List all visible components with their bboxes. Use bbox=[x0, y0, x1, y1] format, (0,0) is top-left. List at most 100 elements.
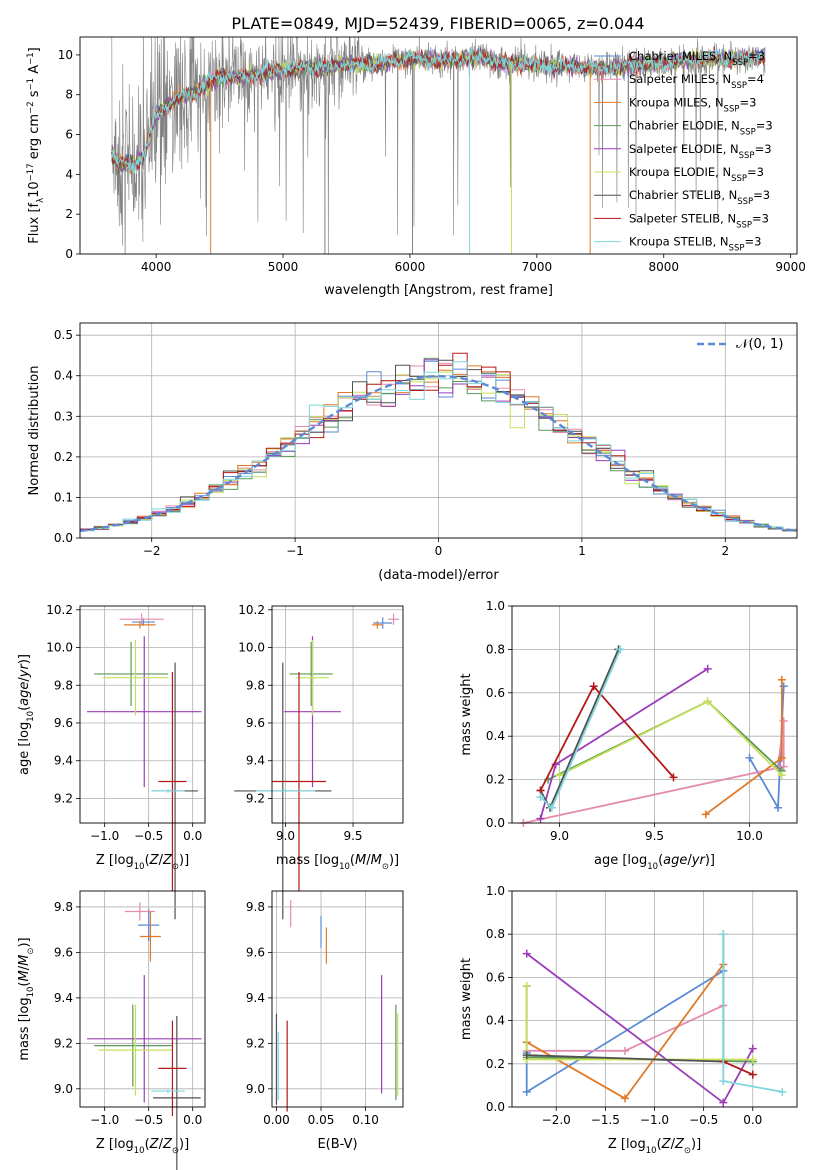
weight-marker-kroupa_elodie bbox=[555, 771, 564, 780]
weight-marker-kroupa_miles bbox=[701, 810, 710, 819]
spectrum-plot-area bbox=[111, 37, 766, 254]
y-tick-label: 0.8 bbox=[486, 927, 505, 941]
y-tick-label: 0.4 bbox=[486, 729, 505, 743]
y-axis-label: age [log10(age/yr)] bbox=[17, 654, 36, 775]
x-tick-label: −0.5 bbox=[134, 829, 163, 843]
y-tick-label: 4 bbox=[65, 167, 73, 181]
weight-marker-chabrier_miles bbox=[522, 1087, 531, 1096]
x-axis-label: wavelength [Angstrom, rest frame] bbox=[324, 283, 553, 298]
y-tick-label: 9.0 bbox=[54, 1082, 73, 1096]
y-tick-label: 9.8 bbox=[54, 900, 73, 914]
axes-frame bbox=[79, 605, 206, 824]
weight-marker-chabrier_miles bbox=[745, 753, 754, 762]
weight-line-salpeter_stelib bbox=[722, 1060, 754, 1076]
weight-marker-chabrier_miles bbox=[774, 803, 782, 812]
weight-marker-salpeter_stelib bbox=[589, 682, 598, 691]
y-tick-label: 9.2 bbox=[246, 791, 265, 805]
weight-marker-kroupa_elodie bbox=[703, 697, 712, 706]
residuals-plot-area bbox=[79, 352, 798, 533]
weight-marker-kroupa_elodie bbox=[777, 771, 786, 780]
weight-marker-kroupa_stelib bbox=[616, 645, 625, 654]
y-tick-label: 1.0 bbox=[486, 884, 505, 898]
y-tick-label: 0.4 bbox=[54, 369, 73, 383]
y-tick-label: 0.4 bbox=[486, 1014, 505, 1028]
x-tick-label: 2 bbox=[721, 544, 729, 558]
x-axis-label: Z [log10(Z/Z⊙)] bbox=[608, 1137, 701, 1156]
x-tick-label: 6000 bbox=[395, 260, 426, 274]
x-axis-label: Z [log10(Z/Z⊙)] bbox=[96, 853, 189, 872]
residuals-axes: −2 −1 0 1 2 0.0 0.1 0.2 0.3 0.4 0.5 (data-model)/er… bbox=[27, 322, 798, 583]
x-tick-label: 8000 bbox=[648, 260, 679, 274]
x-tick-label: 0.0 bbox=[183, 1113, 202, 1127]
y-tick-label: 0.6 bbox=[486, 686, 505, 700]
weight-marker-kroupa_stelib bbox=[719, 930, 728, 939]
x-tick-label: 10.0 bbox=[736, 829, 763, 843]
x-axis-label: mass [log10(M/M⊙)] bbox=[276, 853, 399, 872]
weight_vs_Z-plot-area bbox=[522, 930, 787, 1107]
x-axis-label: E(B-V) bbox=[317, 1137, 357, 1152]
y-tick-label: 0.0 bbox=[54, 531, 73, 545]
y-tick-label: 10 bbox=[58, 48, 73, 62]
x-tick-label: −1.0 bbox=[90, 1113, 119, 1127]
x-tick-label: −2.0 bbox=[542, 1113, 571, 1127]
weight-marker-salpeter_stelib bbox=[669, 773, 678, 782]
weight-marker-kroupa_stelib bbox=[719, 1077, 728, 1086]
legend-label: Kroupa ELODIE, NSSP=3 bbox=[629, 165, 764, 184]
x-tick-label: −1.0 bbox=[90, 829, 119, 843]
age_vs_Z-axes: −1.0 −0.5 0.0 9.2 9.4 9.6 9.8 10.0 10.2 Z [log10(… bbox=[17, 603, 206, 920]
x-axis-label: Z [log10(Z/Z⊙)] bbox=[96, 1137, 189, 1156]
y-tick-label: 0.8 bbox=[486, 642, 505, 656]
axes-frame bbox=[79, 322, 798, 539]
y-tick-label: 0.2 bbox=[486, 773, 505, 787]
y-tick-label: 9.0 bbox=[246, 1082, 265, 1096]
x-tick-label: 9.0 bbox=[550, 829, 569, 843]
age_vs_mass-axes: 9.0 9.5 9.2 9.4 9.6 9.8 10.0 10.2 mass [log10(M/… bbox=[234, 603, 404, 920]
x-tick-label: 1 bbox=[578, 544, 586, 558]
weight-marker-chabrier_stelib bbox=[522, 1051, 531, 1060]
age_vs_mass-plot-area bbox=[234, 613, 399, 920]
y-axis-label: mass weight bbox=[459, 958, 474, 1040]
axes-frame bbox=[271, 605, 404, 824]
y-tick-label: 9.2 bbox=[54, 791, 73, 805]
legend-label: Chabrier MILES, NSSP=3 bbox=[629, 49, 765, 68]
y-tick-label: 0.3 bbox=[54, 409, 73, 423]
age_vs_Z-plot-area bbox=[87, 613, 202, 920]
weight-marker-salpeter_elodie bbox=[748, 1044, 757, 1053]
x-tick-label: −2 bbox=[143, 544, 161, 558]
y-tick-label: 9.4 bbox=[246, 754, 265, 768]
x-tick-label: −0.5 bbox=[134, 1113, 163, 1127]
legend-label: Kroupa MILES, NSSP=3 bbox=[629, 95, 756, 114]
y-axis-label: Flux [fλ10−17 erg cm−2 s−1 A−1] bbox=[26, 47, 46, 243]
legend-label: Chabrier ELODIE, NSSP=3 bbox=[629, 119, 773, 138]
y-tick-label: 9.6 bbox=[54, 716, 73, 730]
y-tick-label: 9.4 bbox=[54, 754, 73, 768]
weight-marker-salpeter_miles bbox=[621, 1046, 630, 1055]
y-tick-label: 2 bbox=[65, 207, 73, 221]
model-kroupa_stelib bbox=[111, 46, 766, 174]
y-tick-label: 0.0 bbox=[486, 1100, 505, 1114]
mass_vs_Z-axes: −1.0 −0.5 0.0 9.0 9.2 9.4 9.6 9.8 Z [log10(Z/Z⊙)… bbox=[17, 890, 206, 1170]
y-tick-label: 9.6 bbox=[246, 945, 265, 959]
x-tick-label: 9.0 bbox=[276, 829, 295, 843]
model-chabrier_stelib bbox=[111, 47, 766, 174]
mass_vs_ebv-plot-area bbox=[275, 900, 399, 1112]
y-tick-label: 9.8 bbox=[246, 678, 265, 692]
y-tick-label: 10.0 bbox=[46, 641, 73, 655]
y-tick-label: 9.2 bbox=[246, 1036, 265, 1050]
x-tick-label: 0.0 bbox=[183, 829, 202, 843]
y-tick-label: 9.6 bbox=[54, 945, 73, 959]
y-axis-label: Normed distribution bbox=[27, 366, 42, 496]
weight-marker-salpeter_elodie bbox=[703, 664, 712, 673]
weight-line-salpeter_miles bbox=[523, 720, 785, 824]
weight-marker-kroupa_stelib bbox=[547, 803, 556, 812]
mass_vs_Z-plot-area bbox=[87, 902, 202, 1170]
legend-label: Salpeter ELODIE, NSSP=3 bbox=[629, 142, 772, 161]
y-tick-label: 6 bbox=[65, 128, 73, 142]
x-tick-label: 0.05 bbox=[308, 1113, 335, 1127]
x-tick-label: 7000 bbox=[522, 260, 553, 274]
weight-marker-kroupa_miles bbox=[621, 1094, 630, 1103]
x-tick-label: −1.0 bbox=[640, 1113, 669, 1127]
legend-label: Kroupa STELIB, NSSP=3 bbox=[629, 235, 761, 254]
spectrum-axes: 4000 5000 6000 7000 8000 9000 0 2 4 6 8 10 wavelengt… bbox=[26, 36, 806, 298]
